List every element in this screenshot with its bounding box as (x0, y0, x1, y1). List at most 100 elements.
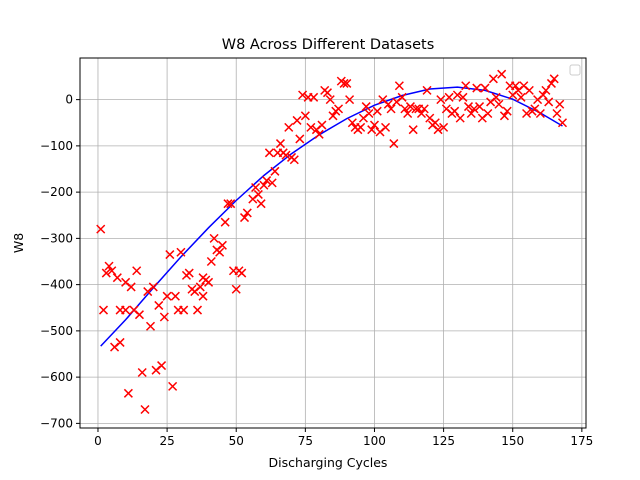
data-point-marker (134, 310, 144, 320)
data-point-marker (192, 305, 203, 315)
data-point-marker (256, 199, 266, 209)
data-point-marker (206, 256, 216, 267)
data-point-marker (137, 367, 147, 378)
data-point-marker (403, 108, 413, 119)
fit-curve-line (100, 86, 563, 347)
data-point-marker (96, 224, 106, 234)
data-point-marker (497, 69, 507, 79)
y-tick-label: −500 (40, 324, 73, 338)
x-tick-label: 125 (432, 434, 455, 448)
x-tick-label: 100 (363, 434, 386, 448)
data-point-marker (538, 90, 548, 100)
data-point-marker (281, 150, 291, 160)
data-point-marker (115, 337, 125, 347)
data-point-marker (510, 81, 521, 91)
data-point-marker (184, 268, 194, 278)
x-tick-label: 175 (570, 434, 593, 448)
data-point-marker (165, 250, 175, 260)
axis-ticks: 0 25 50 75 100 125 150 175 −700 −600 −500 −400 −300 −… (40, 93, 593, 448)
data-point-marker (132, 266, 142, 276)
data-point-marker (436, 95, 446, 105)
data-point-marker (342, 78, 352, 88)
data-point-marker (439, 122, 449, 132)
data-point-marker (524, 85, 534, 95)
data-point-marker (140, 404, 150, 415)
data-point-marker (198, 291, 208, 301)
data-point-marker (345, 95, 355, 105)
data-point-marker (295, 134, 305, 144)
grid-lines (80, 58, 586, 428)
data-point-marker (328, 111, 338, 121)
data-point-marker (356, 122, 366, 132)
data-point-marker (364, 108, 374, 119)
data-point-marker (217, 240, 227, 250)
data-point-marker (259, 180, 269, 190)
data-point-marker (546, 78, 556, 88)
scatter-markers (96, 69, 568, 415)
data-point-marker (123, 388, 133, 398)
data-point-marker (157, 361, 167, 371)
data-point-marker (98, 305, 109, 315)
data-point-marker (339, 78, 349, 88)
data-point-marker (289, 155, 299, 165)
legend-box (569, 64, 581, 76)
data-point-marker (386, 104, 396, 114)
data-point-marker (383, 99, 393, 109)
data-point-marker (430, 118, 440, 128)
data-point-marker (270, 166, 280, 176)
data-point-marker (306, 122, 316, 132)
y-tick-label: −700 (40, 416, 73, 430)
y-tick-label: −200 (40, 185, 73, 199)
data-point-marker (231, 284, 241, 294)
x-tick-label: 25 (159, 434, 174, 448)
data-point-marker (522, 108, 532, 119)
data-point-marker (400, 104, 410, 114)
data-point-marker (372, 106, 382, 116)
x-tick-label: 50 (229, 434, 244, 448)
data-point-marker (325, 95, 335, 105)
data-point-marker (159, 312, 169, 322)
y-tick-label: −400 (40, 278, 73, 292)
data-point-marker (237, 268, 247, 278)
data-point-marker (535, 108, 545, 119)
data-point-marker (494, 99, 504, 109)
data-point-marker (502, 106, 512, 116)
data-point-marker (226, 199, 236, 209)
fit-line-layer (100, 86, 563, 347)
data-point-marker (242, 208, 252, 218)
y-tick-label: 0 (65, 93, 73, 107)
data-point-marker (367, 125, 377, 135)
data-point-marker (516, 92, 526, 102)
data-point-marker (472, 83, 482, 93)
y-axis-label: W8 (11, 233, 26, 253)
data-point-marker (475, 102, 485, 112)
data-point-marker (176, 247, 186, 257)
data-point-marker (461, 81, 471, 91)
data-point-marker (170, 291, 180, 301)
data-point-marker (204, 277, 214, 287)
data-point-marker (179, 305, 189, 315)
y-tick-label: −300 (40, 231, 73, 245)
data-point-marker (112, 273, 122, 283)
data-point-marker (452, 90, 462, 100)
x-tick-label: 150 (501, 434, 524, 448)
data-point-marker (107, 266, 117, 276)
data-point-marker (220, 217, 230, 227)
data-point-marker (463, 102, 474, 112)
data-point-marker (555, 99, 565, 109)
data-point-marker (488, 74, 498, 84)
data-point-marker (444, 92, 454, 102)
data-point-marker (267, 178, 277, 188)
data-point-marker (483, 108, 493, 119)
chart-title: W8 Across Different Datasets (222, 37, 435, 53)
data-point-marker (322, 88, 333, 98)
data-point-marker (361, 102, 371, 112)
data-point-marker (195, 282, 205, 292)
x-tick-label: 0 (94, 434, 102, 448)
data-point-marker (405, 102, 415, 112)
y-tick-label: −600 (40, 370, 73, 384)
data-point-marker (154, 300, 164, 310)
data-point-marker (557, 118, 568, 128)
